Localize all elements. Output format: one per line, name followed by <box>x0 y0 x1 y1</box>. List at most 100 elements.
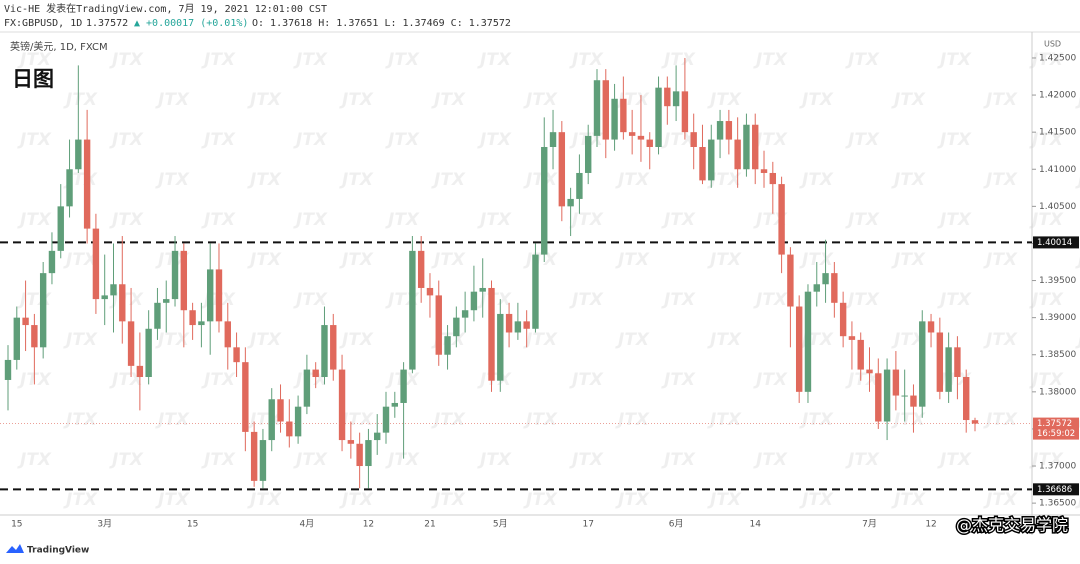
x-tick-label: 21 <box>424 520 435 530</box>
candle-body <box>585 135 592 173</box>
tv-logo: TradingView <box>6 544 89 556</box>
candle-body <box>954 347 961 377</box>
watermark: JTX <box>983 490 1018 510</box>
x-tick-label: 6月 <box>669 519 684 530</box>
watermark: JTX <box>845 450 880 470</box>
level-label: 1.36686 <box>1037 485 1072 495</box>
watermark: JTX <box>937 210 972 230</box>
candle-body <box>136 365 144 377</box>
watermark: JTX <box>707 90 742 110</box>
y-tick-label: 1.36500 <box>1039 499 1076 509</box>
watermark: JTX <box>569 50 604 70</box>
watermark: JTX <box>799 490 834 510</box>
candle-body <box>189 310 196 326</box>
watermark: JTX <box>201 50 236 70</box>
watermark: JTX <box>155 90 190 110</box>
ohlc: O: 1.37618 H: 1.37651 L: 1.37469 C: 1.37… <box>252 18 511 29</box>
candle-body <box>602 80 609 140</box>
candle-body <box>110 284 117 296</box>
watermark: JTX <box>1029 450 1064 470</box>
candle-body <box>822 273 829 285</box>
watermark: JTX <box>155 410 190 430</box>
watermark: JTX <box>1075 170 1080 190</box>
countdown: 16:59:02 <box>1037 429 1075 439</box>
watermark: JTX <box>523 490 558 510</box>
x-tick-label: 12 <box>925 520 936 530</box>
y-tick-label: 1.39500 <box>1039 276 1076 286</box>
watermark: JTX <box>937 450 972 470</box>
candle-body <box>426 287 434 296</box>
watermark: JTX <box>1029 130 1064 150</box>
watermark: JTX <box>385 130 420 150</box>
candle-body <box>356 443 363 467</box>
watermark: JTX <box>661 370 696 390</box>
watermark: JTX <box>707 490 742 510</box>
watermark: JTX <box>109 290 144 310</box>
candle-body <box>435 295 442 355</box>
watermark: JTX <box>615 170 650 190</box>
watermark: JTX <box>293 290 328 310</box>
watermark: JTX <box>569 370 604 390</box>
last-price-text: 1.37572 <box>86 18 128 29</box>
candle-body <box>831 273 838 303</box>
y-tick-label: 1.38500 <box>1039 350 1076 360</box>
y-tick-label: 1.41000 <box>1039 165 1076 175</box>
chart-title: 日图 <box>12 67 54 91</box>
candle-body <box>752 124 759 170</box>
watermark: JTX <box>661 50 696 70</box>
subtitle: 英镑/美元, 1D, FXCM <box>10 40 108 53</box>
logo-text: TradingView <box>27 546 89 556</box>
candle-body <box>321 325 328 377</box>
watermark: JTX <box>983 90 1018 110</box>
candle-body <box>514 321 522 333</box>
candle-body <box>567 198 574 207</box>
footer-watermark: @杰克交易学院 <box>956 516 1068 535</box>
watermark: JTX <box>201 450 236 470</box>
watermark: JTX <box>155 490 190 510</box>
watermark: JTX <box>431 90 466 110</box>
watermark: JTX <box>707 250 742 270</box>
y-tick-label: 1.39000 <box>1039 313 1076 323</box>
watermark: JTX <box>201 130 236 150</box>
candle-body <box>523 321 530 329</box>
watermark: JTX <box>155 170 190 190</box>
candle-body <box>497 313 504 381</box>
candle-body <box>699 147 706 181</box>
candle-body <box>927 321 935 333</box>
candle-body <box>22 317 29 326</box>
candle-body <box>910 395 917 407</box>
candle-body <box>206 269 214 322</box>
candle-body <box>637 135 645 140</box>
watermark: JTX <box>937 50 972 70</box>
watermark: JTX <box>339 410 374 430</box>
watermark: JTX <box>845 130 880 150</box>
candle-body <box>154 302 161 329</box>
watermark: JTX <box>615 410 650 430</box>
watermark: JTX <box>339 90 374 110</box>
candle-body <box>444 336 451 355</box>
candle-body <box>532 254 539 329</box>
watermark: JTX <box>523 170 558 190</box>
candle-body <box>277 399 284 422</box>
watermark: JTX <box>17 290 52 310</box>
candle-body <box>646 139 653 147</box>
candle-body <box>743 124 750 170</box>
watermark: JTX <box>1029 370 1064 390</box>
watermark: JTX <box>109 370 144 390</box>
watermark: JTX <box>845 50 880 70</box>
candle-body <box>839 302 847 337</box>
x-tick-label: 3月 <box>97 519 112 530</box>
candle-body <box>725 121 733 140</box>
candle-body <box>963 377 970 421</box>
candle-body <box>945 347 952 392</box>
watermark: JTX <box>891 410 926 430</box>
candle-body <box>171 250 179 300</box>
candle-body <box>391 402 398 407</box>
last-price-label: 1.37572 <box>1037 419 1072 429</box>
candle-body <box>866 369 873 374</box>
watermark: JTX <box>339 330 374 350</box>
candle-body <box>13 317 20 360</box>
watermark: JTX <box>247 490 282 510</box>
candle-body <box>417 250 425 288</box>
